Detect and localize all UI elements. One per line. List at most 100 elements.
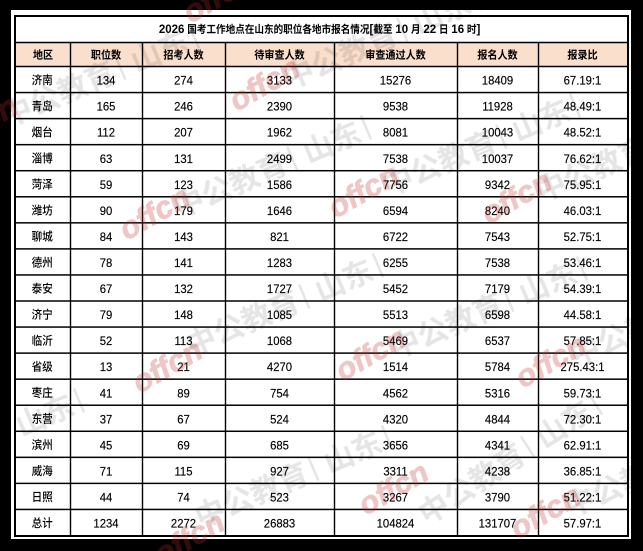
svg-text:44.58:1: 44.58:1 <box>564 308 602 323</box>
svg-text:53.46:1: 53.46:1 <box>564 256 602 271</box>
svg-text:72.30:1: 72.30:1 <box>564 412 602 427</box>
svg-text:821: 821 <box>270 230 289 245</box>
svg-text:113: 113 <box>174 334 192 349</box>
svg-text:6255: 6255 <box>383 256 409 271</box>
svg-text:6537: 6537 <box>485 334 510 349</box>
svg-text:141: 141 <box>174 256 193 271</box>
svg-text:84: 84 <box>100 230 113 245</box>
svg-text:18409: 18409 <box>482 73 513 88</box>
svg-text:57.85:1: 57.85:1 <box>564 334 602 349</box>
svg-text:104824: 104824 <box>377 516 415 531</box>
svg-text:21: 21 <box>177 360 190 375</box>
svg-text:207: 207 <box>174 125 193 140</box>
svg-text:5316: 5316 <box>485 386 511 401</box>
svg-text:11928: 11928 <box>482 99 513 114</box>
svg-text:4270: 4270 <box>267 360 293 375</box>
svg-text:5469: 5469 <box>383 334 408 349</box>
svg-text:134: 134 <box>97 73 116 88</box>
svg-text:1646: 1646 <box>267 203 293 218</box>
svg-text:37: 37 <box>100 412 113 427</box>
svg-text:9538: 9538 <box>383 99 409 114</box>
svg-text:76.62:1: 76.62:1 <box>564 151 602 166</box>
svg-text:115: 115 <box>174 464 192 479</box>
svg-text:52.75:1: 52.75:1 <box>564 230 602 245</box>
svg-text:78: 78 <box>100 256 113 271</box>
svg-text:1234: 1234 <box>93 516 119 531</box>
svg-text:754: 754 <box>270 386 289 401</box>
svg-text:16: 16 <box>451 24 464 36</box>
svg-text:71: 71 <box>100 464 113 479</box>
svg-text:132: 132 <box>174 282 193 297</box>
svg-text:2026: 2026 <box>159 24 185 36</box>
svg-text:8240: 8240 <box>485 203 511 218</box>
svg-text:7538: 7538 <box>383 151 409 166</box>
svg-text:6598: 6598 <box>485 308 511 323</box>
svg-text:10: 10 <box>395 24 408 36</box>
svg-text:44: 44 <box>100 490 113 505</box>
svg-text:45: 45 <box>100 438 113 453</box>
svg-text:1283: 1283 <box>267 256 293 271</box>
svg-text:7543: 7543 <box>485 230 511 245</box>
svg-text:523: 523 <box>270 490 289 505</box>
svg-text:13: 13 <box>100 360 113 375</box>
svg-text:275.43:1: 275.43:1 <box>561 360 605 375</box>
svg-text:10037: 10037 <box>482 151 513 166</box>
svg-text:67: 67 <box>177 412 190 427</box>
svg-text:36.85:1: 36.85:1 <box>564 464 602 479</box>
svg-text:3311: 3311 <box>383 464 407 479</box>
svg-text:246: 246 <box>174 99 193 114</box>
svg-text:59.73:1: 59.73:1 <box>564 386 602 401</box>
svg-text:1727: 1727 <box>267 282 292 297</box>
svg-text:15276: 15276 <box>380 73 412 88</box>
svg-text:90: 90 <box>100 203 113 218</box>
svg-text:22: 22 <box>423 24 436 36</box>
svg-text:]: ] <box>476 24 480 36</box>
svg-text:5452: 5452 <box>383 282 408 297</box>
svg-text:3790: 3790 <box>485 490 511 505</box>
svg-text:143: 143 <box>174 230 193 245</box>
svg-text:2499: 2499 <box>267 151 292 166</box>
svg-text:69: 69 <box>177 438 190 453</box>
svg-text:4341: 4341 <box>485 438 510 453</box>
svg-text:57.97:1: 57.97:1 <box>564 516 602 531</box>
svg-text:67: 67 <box>100 282 113 297</box>
svg-text:62.91:1: 62.91:1 <box>564 438 602 453</box>
svg-text:1514: 1514 <box>383 360 409 375</box>
svg-text:63: 63 <box>100 151 113 166</box>
svg-text:112: 112 <box>97 125 115 140</box>
svg-text:1085: 1085 <box>267 308 293 323</box>
svg-text:[: [ <box>370 24 374 36</box>
svg-text:4562: 4562 <box>383 386 408 401</box>
svg-text:2390: 2390 <box>267 99 293 114</box>
svg-text:9342: 9342 <box>485 177 510 192</box>
svg-text:8081: 8081 <box>383 125 408 140</box>
svg-text:6594: 6594 <box>383 203 409 218</box>
svg-text:3267: 3267 <box>383 490 408 505</box>
svg-text:52: 52 <box>100 334 113 349</box>
svg-text:179: 179 <box>174 203 193 218</box>
svg-text:75.95:1: 75.95:1 <box>564 177 602 192</box>
svg-text:26883: 26883 <box>264 516 296 531</box>
svg-text:2272: 2272 <box>171 516 196 531</box>
svg-text:48.49:1: 48.49:1 <box>564 99 602 114</box>
svg-text:4238: 4238 <box>485 464 511 479</box>
svg-text:524: 524 <box>270 412 289 427</box>
svg-text:4320: 4320 <box>383 412 409 427</box>
svg-text:131: 131 <box>174 151 193 166</box>
svg-text:48.52:1: 48.52:1 <box>564 125 602 140</box>
svg-text:274: 274 <box>174 73 193 88</box>
svg-text:7538: 7538 <box>485 256 511 271</box>
svg-text:59: 59 <box>100 177 113 192</box>
svg-text:1068: 1068 <box>267 334 293 349</box>
svg-text:67.19:1: 67.19:1 <box>564 73 602 88</box>
svg-text:3133: 3133 <box>267 73 293 88</box>
svg-text:46.03:1: 46.03:1 <box>564 203 602 218</box>
svg-text:148: 148 <box>174 308 193 323</box>
svg-text:123: 123 <box>174 177 193 192</box>
svg-text:131707: 131707 <box>479 516 517 531</box>
svg-text:927: 927 <box>270 464 289 479</box>
svg-text:5513: 5513 <box>383 308 409 323</box>
svg-text:79: 79 <box>100 308 113 323</box>
svg-text:89: 89 <box>177 386 190 401</box>
svg-text:41: 41 <box>100 386 113 401</box>
